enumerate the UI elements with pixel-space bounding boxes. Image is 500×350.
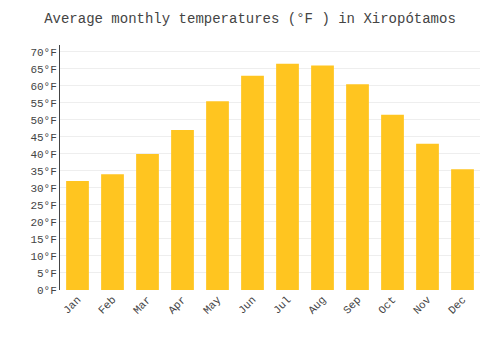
svg-text:40°F: 40°F <box>30 149 56 161</box>
svg-text:Nov: Nov <box>411 294 434 317</box>
svg-text:10°F: 10°F <box>30 251 56 263</box>
svg-text:Jan: Jan <box>61 294 83 316</box>
svg-text:65°F: 65°F <box>30 64 56 76</box>
svg-text:Average monthly temperatures (: Average monthly temperatures (°F ) in Xi… <box>44 11 456 27</box>
svg-text:55°F: 55°F <box>30 98 56 110</box>
svg-text:Mar: Mar <box>131 294 153 316</box>
svg-text:Oct: Oct <box>376 294 398 316</box>
svg-text:0°F: 0°F <box>37 285 57 297</box>
svg-text:Feb: Feb <box>96 294 118 316</box>
svg-text:35°F: 35°F <box>30 166 56 178</box>
svg-text:30°F: 30°F <box>30 183 56 195</box>
svg-text:Apr: Apr <box>166 294 188 316</box>
svg-text:5°F: 5°F <box>37 268 57 280</box>
svg-text:Sep: Sep <box>341 294 363 316</box>
svg-text:50°F: 50°F <box>30 115 56 127</box>
svg-text:20°F: 20°F <box>30 217 56 229</box>
svg-text:70°F: 70°F <box>30 47 56 59</box>
svg-text:Aug: Aug <box>306 294 328 316</box>
svg-text:45°F: 45°F <box>30 132 56 144</box>
svg-text:15°F: 15°F <box>30 234 56 246</box>
svg-text:Jun: Jun <box>236 294 258 316</box>
svg-text:60°F: 60°F <box>30 81 56 93</box>
svg-text:Dec: Dec <box>446 294 468 316</box>
svg-text:May: May <box>201 294 224 317</box>
svg-text:25°F: 25°F <box>30 200 56 212</box>
svg-text:Jul: Jul <box>271 294 293 316</box>
